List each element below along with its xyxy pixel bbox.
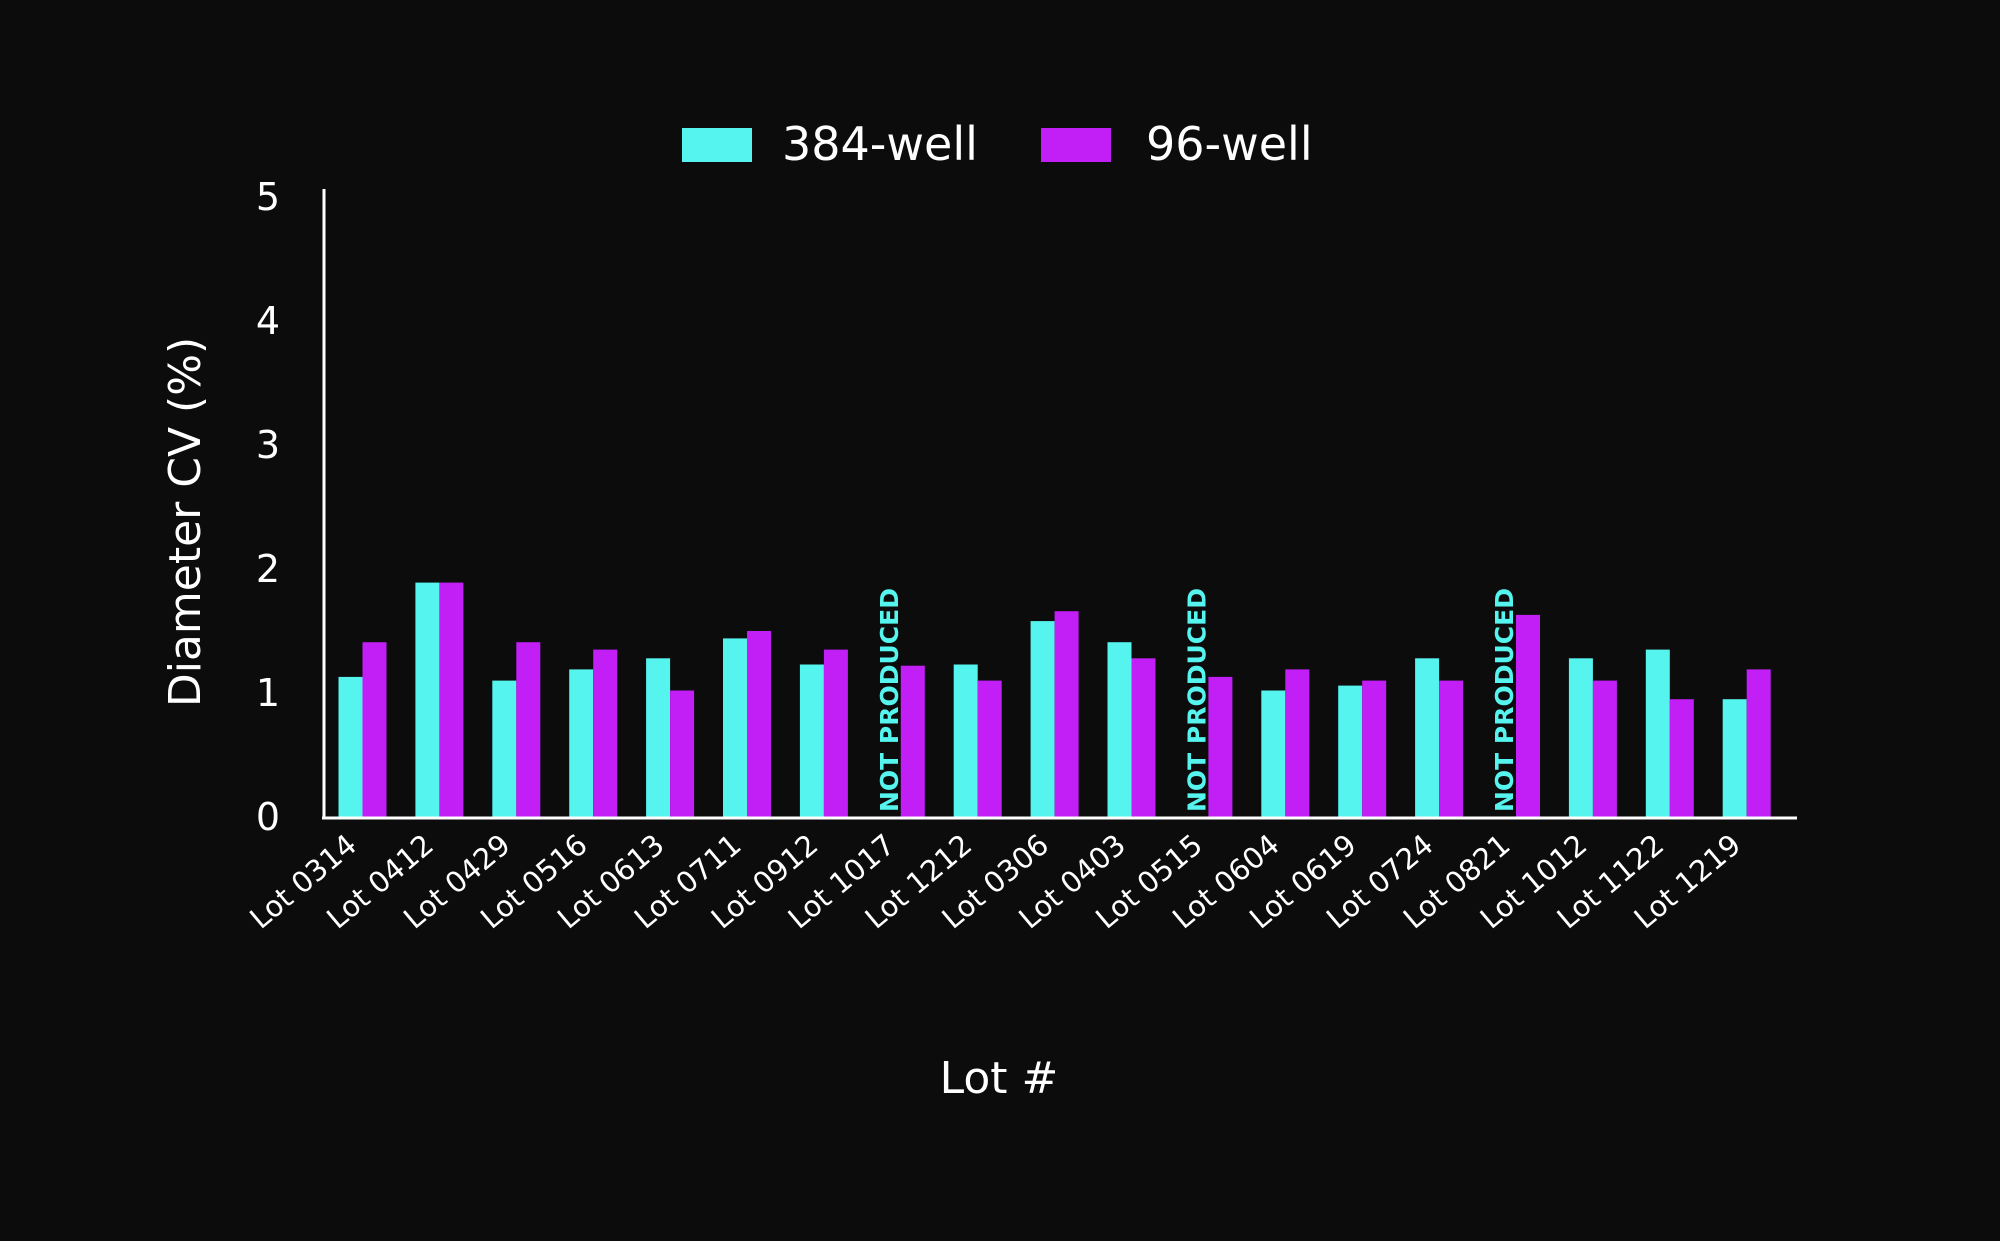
x-axis-title: Lot # (940, 1053, 1059, 1104)
bar-96-well-lot-0515 (1208, 676, 1233, 817)
y-tick-label-2: 2 (256, 547, 280, 591)
y-axis-ticks: 0 1 2 3 4 5 (256, 175, 280, 839)
bar-384-well-lot-1012 (1568, 658, 1593, 817)
bar-96-well-lot-0724 (1439, 680, 1464, 817)
annotations: NOT PRODUCED NOT PRODUCED NOT PRODUCED (875, 588, 1519, 812)
bar-384-well-lot-0306 (1030, 621, 1055, 817)
bar-384-well-lot-1212 (953, 664, 978, 817)
bar-384-well-lot-1219 (1722, 699, 1747, 817)
bar-384-well-lot-0516 (569, 669, 594, 817)
bar-96-well-lot-0619 (1362, 680, 1387, 817)
bar-96-well-lot-0429 (516, 642, 541, 817)
y-tick-label-0: 0 (256, 795, 280, 839)
legend-label-96-well: 96-well (1146, 117, 1313, 171)
y-tick-label-3: 3 (256, 423, 280, 467)
bar-96-well-lot-0516 (593, 649, 618, 817)
bar-96-well-lot-0912 (823, 649, 848, 817)
annotation-not-produced-lot-0821: NOT PRODUCED (1490, 588, 1519, 812)
bar-384-well-lot-0429 (492, 680, 517, 817)
legend-swatch-384-well (682, 128, 752, 162)
bars (338, 582, 1771, 817)
bar-96-well-lot-0403 (1131, 658, 1156, 817)
bar-96-well-lot-0314 (362, 642, 387, 817)
bar-384-well-lot-0412 (415, 582, 440, 817)
legend: 384-well 96-well (682, 117, 1313, 171)
bar-96-well-lot-0711 (747, 631, 771, 817)
bar-384-well-lot-0613 (646, 658, 671, 817)
bar-96-well-lot-0306 (1054, 611, 1079, 817)
legend-label-384-well: 384-well (782, 117, 978, 171)
legend-swatch-96-well (1041, 128, 1111, 162)
annotation-not-produced-lot-0515: NOT PRODUCED (1182, 588, 1211, 812)
bar-384-well-lot-0724 (1415, 658, 1440, 817)
y-tick-label-1: 1 (256, 671, 280, 715)
bar-96-well-lot-0821 (1516, 614, 1540, 817)
bar-96-well-lot-0613 (670, 690, 695, 817)
y-tick-label-4: 4 (256, 299, 280, 343)
bar-384-well-lot-0403 (1107, 642, 1132, 817)
y-tick-label-5: 5 (256, 175, 280, 219)
bar-384-well-lot-0711 (723, 638, 747, 817)
bar-384-well-lot-0314 (338, 676, 363, 817)
bar-96-well-lot-1012 (1592, 680, 1617, 817)
bar-96-well-lot-1122 (1669, 699, 1694, 817)
bar-96-well-lot-0604 (1285, 669, 1310, 817)
bar-384-well-lot-0619 (1338, 685, 1363, 817)
bar-384-well-lot-0912 (799, 664, 824, 817)
bar-384-well-lot-0604 (1261, 690, 1286, 817)
y-axis-title: Diameter CV (%) (160, 337, 211, 707)
annotation-not-produced-lot-1017: NOT PRODUCED (875, 588, 904, 812)
bar-96-well-lot-1212 (977, 680, 1002, 817)
bar-96-well-lot-0412 (439, 582, 464, 817)
bar-96-well-lot-1219 (1746, 669, 1771, 817)
bar-96-well-lot-1017 (900, 665, 925, 817)
bar-384-well-lot-1122 (1645, 649, 1670, 817)
